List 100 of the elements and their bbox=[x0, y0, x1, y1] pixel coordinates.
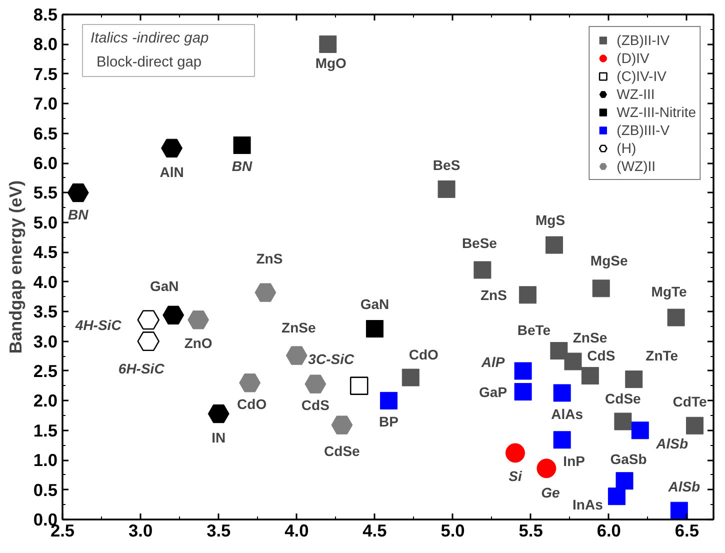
legend-label: (D)IV bbox=[616, 50, 650, 66]
point bbox=[518, 286, 536, 304]
y-tick-label: 8.5 bbox=[33, 4, 58, 24]
point bbox=[505, 443, 525, 463]
x-tick-label: 4.5 bbox=[362, 520, 388, 540]
annotation: CdO bbox=[237, 396, 267, 412]
point bbox=[592, 280, 610, 298]
point bbox=[286, 346, 308, 365]
annotation: Italics -indirec gap bbox=[90, 30, 209, 46]
x-tick-label: 6.5 bbox=[674, 520, 700, 540]
annotation: AlSb bbox=[655, 435, 689, 452]
y-tick-label: 5.0 bbox=[33, 212, 58, 232]
point bbox=[474, 261, 492, 279]
point bbox=[304, 374, 326, 394]
legend-label: (ZB)II-IV bbox=[616, 32, 670, 48]
point bbox=[616, 472, 634, 490]
y-tick-label: 3.5 bbox=[33, 302, 58, 322]
annotation: AlP bbox=[480, 354, 506, 370]
y-tick-label: 7.0 bbox=[33, 94, 58, 114]
annotation: AlSb bbox=[667, 478, 701, 495]
point bbox=[550, 342, 568, 360]
annotation: InP bbox=[563, 452, 585, 469]
annotation: GaN bbox=[360, 296, 390, 312]
annotation: InAs bbox=[572, 496, 604, 512]
annotation: ZnSe bbox=[572, 329, 608, 346]
y-tick-label: 4.5 bbox=[33, 242, 58, 262]
annotation: BP bbox=[379, 414, 399, 430]
point bbox=[581, 366, 599, 384]
annotation: ZnS bbox=[480, 286, 507, 303]
y-tick-label: 0.5 bbox=[33, 480, 58, 500]
annotation: GaP bbox=[479, 384, 508, 400]
x-tick-label: 3.5 bbox=[206, 520, 232, 540]
point bbox=[254, 283, 276, 302]
annotation: CdTe bbox=[672, 394, 707, 410]
annotation: BeTe bbox=[517, 322, 551, 338]
annotation: 3C-SiC bbox=[308, 350, 355, 367]
y-tick-label: 1.5 bbox=[33, 420, 58, 440]
point bbox=[331, 416, 353, 434]
point bbox=[686, 416, 704, 434]
point bbox=[631, 422, 649, 440]
point bbox=[546, 236, 564, 254]
point bbox=[350, 376, 368, 395]
legend-label: (WZ)II bbox=[616, 158, 656, 174]
annotation: GaSb bbox=[610, 450, 647, 467]
annotation: ZnS bbox=[256, 250, 283, 267]
annotation: Ge bbox=[541, 484, 560, 500]
annotation: MgO bbox=[315, 55, 347, 72]
point bbox=[161, 138, 183, 158]
x-tick-label: 5.0 bbox=[440, 520, 465, 540]
y-tick-label: 8.0 bbox=[33, 34, 58, 54]
point bbox=[162, 306, 184, 324]
annotation: BN bbox=[232, 158, 254, 174]
annotation: GaN bbox=[150, 278, 179, 294]
point bbox=[614, 412, 632, 430]
annotation: CdO bbox=[408, 346, 439, 363]
annotation: AlN bbox=[160, 164, 184, 180]
annotation: 4H-SiC bbox=[74, 316, 122, 333]
point bbox=[402, 368, 420, 386]
annotation: CdSe bbox=[605, 390, 642, 406]
y-axis-title: Bandgap energy (eV) bbox=[5, 180, 26, 354]
point bbox=[514, 362, 532, 380]
point bbox=[564, 352, 582, 370]
point bbox=[667, 308, 685, 326]
y-tick-label: 7.5 bbox=[33, 64, 58, 84]
annotation: MgTe bbox=[651, 284, 688, 300]
annotation: ZnTe bbox=[646, 347, 678, 364]
x-tick-label: 3.0 bbox=[128, 520, 153, 540]
annotation: ZnO bbox=[184, 334, 212, 351]
annotation: Block-direct gap bbox=[96, 54, 202, 70]
legend-label: (ZB)III-V bbox=[616, 122, 670, 138]
point bbox=[188, 310, 210, 330]
annotation: BeS bbox=[432, 157, 460, 174]
y-tick-label: 5.5 bbox=[33, 182, 58, 203]
point bbox=[137, 332, 160, 352]
annotation: CdS bbox=[587, 348, 616, 364]
annotation: ZnSe bbox=[282, 320, 316, 336]
annotation: CdS bbox=[301, 397, 330, 414]
point bbox=[366, 320, 384, 338]
y-tick-label: 1.0 bbox=[33, 450, 58, 470]
point bbox=[319, 35, 337, 53]
legend-label: (C)IV-IV bbox=[616, 68, 666, 84]
legend-label: WZ-III bbox=[616, 86, 655, 102]
point bbox=[514, 383, 532, 401]
annotation: IN bbox=[212, 430, 226, 446]
point bbox=[553, 431, 571, 449]
y-tick-label: 2.5 bbox=[33, 360, 58, 381]
point bbox=[608, 488, 626, 506]
y-tick-label: 2.0 bbox=[33, 390, 58, 411]
point bbox=[536, 458, 556, 478]
legend-label: WZ-III-Nitrite bbox=[616, 104, 696, 120]
point bbox=[670, 502, 688, 520]
point bbox=[380, 392, 398, 410]
annotation: MgS bbox=[535, 212, 566, 228]
point bbox=[137, 310, 160, 330]
annotation: AlAs bbox=[551, 406, 584, 422]
point bbox=[553, 384, 571, 402]
point bbox=[233, 136, 251, 154]
annotation: 6H-SiC bbox=[118, 360, 166, 376]
x-tick-label: 6.0 bbox=[596, 520, 621, 540]
annotation: MgSe bbox=[590, 252, 628, 268]
